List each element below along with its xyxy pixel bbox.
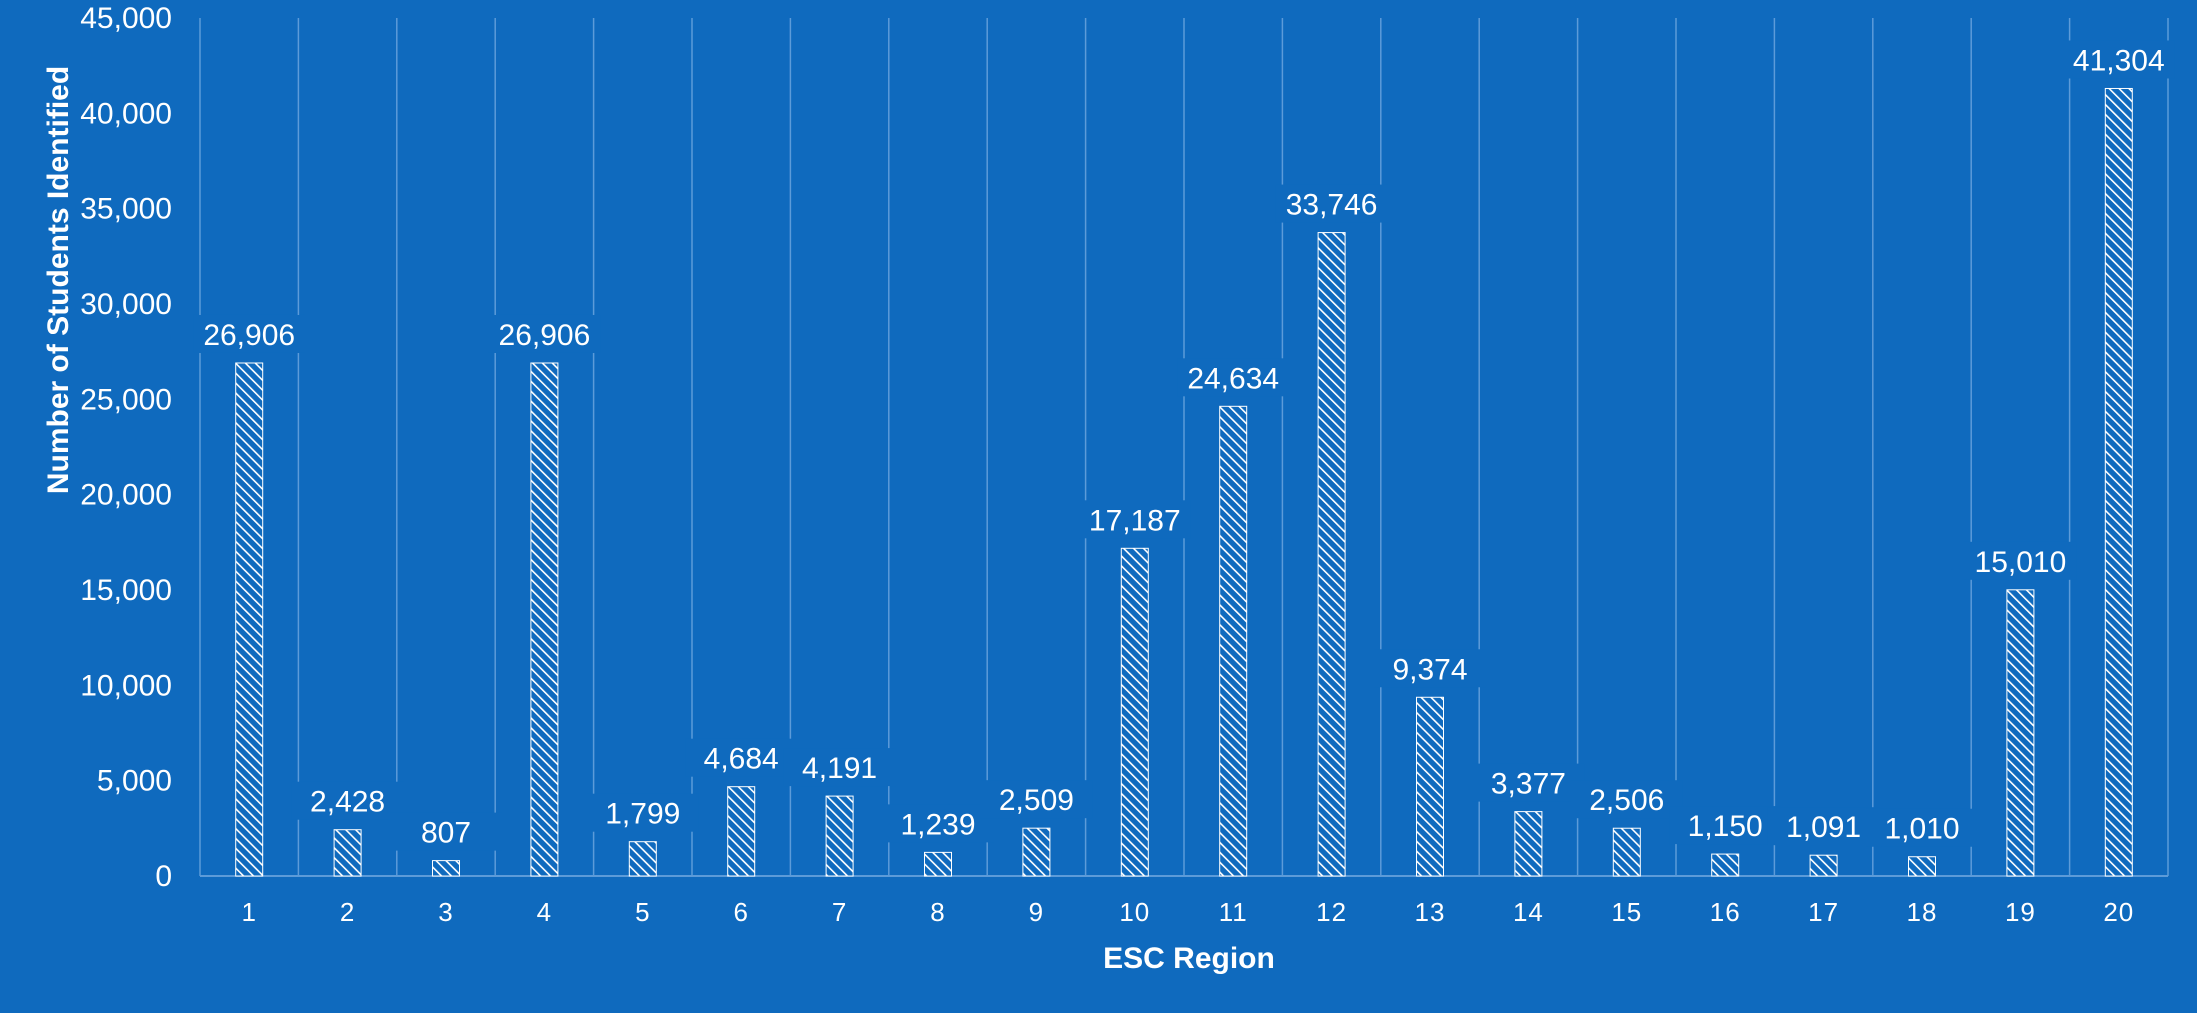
x-tick-label: 14 [1513, 897, 1544, 927]
bar [2006, 589, 2035, 877]
data-label: 33,746 [1286, 189, 1378, 222]
bar [333, 829, 362, 877]
bar [727, 786, 756, 877]
x-tick-label: 2 [340, 897, 355, 927]
x-tick-label: 15 [1611, 897, 1642, 927]
data-label-background [1275, 184, 1388, 223]
data-label-background [1767, 807, 1880, 846]
x-tick-label: 17 [1808, 897, 1839, 927]
data-label-background [1964, 541, 2077, 580]
x-tick-label: 16 [1710, 897, 1741, 927]
bar [1612, 827, 1641, 877]
data-label: 26,906 [499, 319, 591, 352]
bar [924, 851, 952, 877]
x-tick-label: 5 [635, 897, 650, 927]
data-label-background [390, 812, 502, 851]
bar [530, 362, 559, 877]
data-label-background [193, 314, 306, 353]
x-tick-label: 12 [1316, 897, 1347, 927]
data-label: 807 [421, 817, 471, 850]
x-tick-label: 1 [241, 897, 256, 927]
data-label: 2,506 [1589, 784, 1664, 817]
y-tick-label: 5,000 [97, 765, 172, 798]
bar [628, 841, 657, 877]
x-tick-label: 3 [438, 897, 453, 927]
y-tick-label: 0 [155, 860, 172, 893]
data-label: 2,428 [310, 786, 385, 819]
bar [1416, 696, 1444, 877]
data-label: 1,799 [605, 798, 680, 831]
y-tick-label: 15,000 [80, 574, 172, 607]
data-label-background [2062, 40, 2175, 79]
bar [1317, 232, 1346, 877]
x-tick-label: 7 [832, 897, 847, 927]
data-label: 17,187 [1089, 504, 1181, 537]
x-axis-title: ESC Region [1103, 942, 1275, 975]
x-tick-label: 20 [2103, 897, 2134, 927]
y-tick-label: 20,000 [80, 479, 172, 512]
bar [1120, 547, 1149, 877]
x-tick-label: 9 [1029, 897, 1044, 927]
data-labels: 26,906 2,428 807 26,906 1,799 4,684 4,191 1,239… [193, 40, 2175, 851]
bar [1908, 856, 1936, 877]
x-axis-ticks: 1 2 3 4 5 6 7 8 9 10 11 12 13 14 15 16 17 18 19 20 [241, 897, 2134, 927]
y-tick-label: 35,000 [80, 193, 172, 226]
y-axis-ticks: 0 5,000 10,000 15,000 20,000 25,000 30,000 35,0… [80, 2, 172, 893]
y-tick-label: 25,000 [80, 383, 172, 416]
data-label: 24,634 [1187, 362, 1279, 395]
x-tick-label: 6 [733, 897, 748, 927]
bar [235, 362, 264, 877]
data-label-background [783, 748, 896, 787]
y-tick-label: 40,000 [80, 97, 172, 130]
bar [1711, 853, 1740, 877]
bar [1514, 811, 1543, 877]
x-tick-label: 4 [537, 897, 552, 927]
bar [1809, 854, 1838, 877]
data-label: 4,191 [802, 752, 877, 785]
bar [1219, 405, 1248, 877]
data-label-background [1570, 780, 1683, 819]
data-label: 3,377 [1491, 768, 1566, 801]
data-label-background [291, 781, 404, 820]
x-tick-label: 19 [2005, 897, 2036, 927]
bar [825, 795, 854, 877]
y-tick-label: 45,000 [80, 2, 172, 35]
data-label: 1,091 [1786, 811, 1861, 844]
data-label-background [1374, 649, 1486, 688]
data-label: 1,010 [1884, 813, 1959, 846]
data-label-background [1078, 500, 1191, 539]
data-label-background [1472, 763, 1585, 802]
x-tick-label: 8 [930, 897, 945, 927]
gridlines [199, 18, 2169, 877]
y-tick-label: 30,000 [80, 288, 172, 321]
data-label-background [685, 738, 798, 777]
bar [2104, 87, 2133, 877]
data-label-background [1177, 358, 1290, 397]
data-label-background [1669, 806, 1782, 845]
data-label: 1,150 [1688, 810, 1763, 843]
bar [432, 860, 460, 877]
x-tick-label: 11 [1219, 897, 1248, 927]
data-label-background [980, 780, 1093, 819]
data-label-background [882, 804, 994, 843]
data-label: 2,509 [999, 784, 1074, 817]
data-label-background [586, 793, 699, 832]
y-axis-title: Number of Students Identified [42, 66, 75, 494]
data-label-background [488, 314, 601, 353]
data-label-background [1866, 808, 1978, 847]
data-label: 4,684 [704, 743, 779, 776]
data-label: 41,304 [2073, 44, 2165, 77]
data-label: 15,010 [1975, 546, 2067, 579]
y-tick-label: 10,000 [80, 669, 172, 702]
x-tick-label: 13 [1415, 897, 1446, 927]
bar [1022, 827, 1051, 877]
x-tick-label: 18 [1907, 897, 1938, 927]
x-tick-label: 10 [1119, 897, 1150, 927]
data-label: 9,374 [1392, 653, 1467, 686]
data-label: 1,239 [900, 808, 975, 841]
bars [235, 87, 2133, 877]
data-label: 26,906 [203, 319, 295, 352]
